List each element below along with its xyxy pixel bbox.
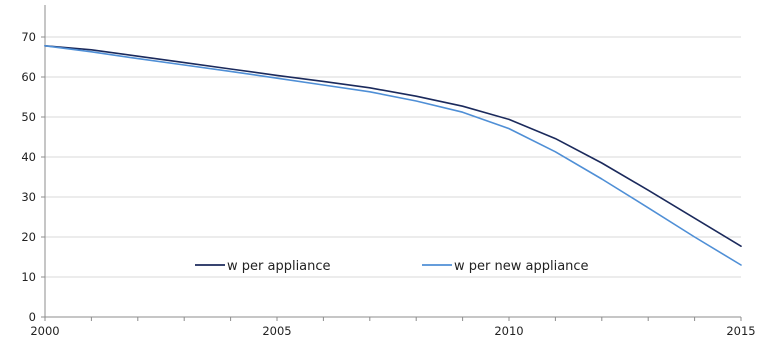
y-tick-label: 0 (29, 310, 36, 324)
x-tick-label: 2010 (494, 324, 523, 338)
legend-label: w per appliance (227, 259, 331, 274)
series-line-2 (44, 45, 742, 266)
legend-label: w per new appliance (454, 259, 589, 274)
y-tick-label: 40 (21, 150, 36, 164)
y-tick-label: 20 (21, 230, 36, 244)
x-tick-label: 2015 (726, 324, 755, 338)
y-tick-label: 60 (21, 70, 36, 84)
series-line-1 (44, 45, 742, 247)
y-tick-label: 10 (21, 270, 36, 284)
x-tick-label: 2005 (262, 324, 291, 338)
y-tick-label: 30 (21, 190, 36, 204)
y-tick-label: 70 (21, 30, 36, 44)
x-tick-label: 2000 (30, 324, 59, 338)
y-tick-label: 50 (21, 110, 36, 124)
